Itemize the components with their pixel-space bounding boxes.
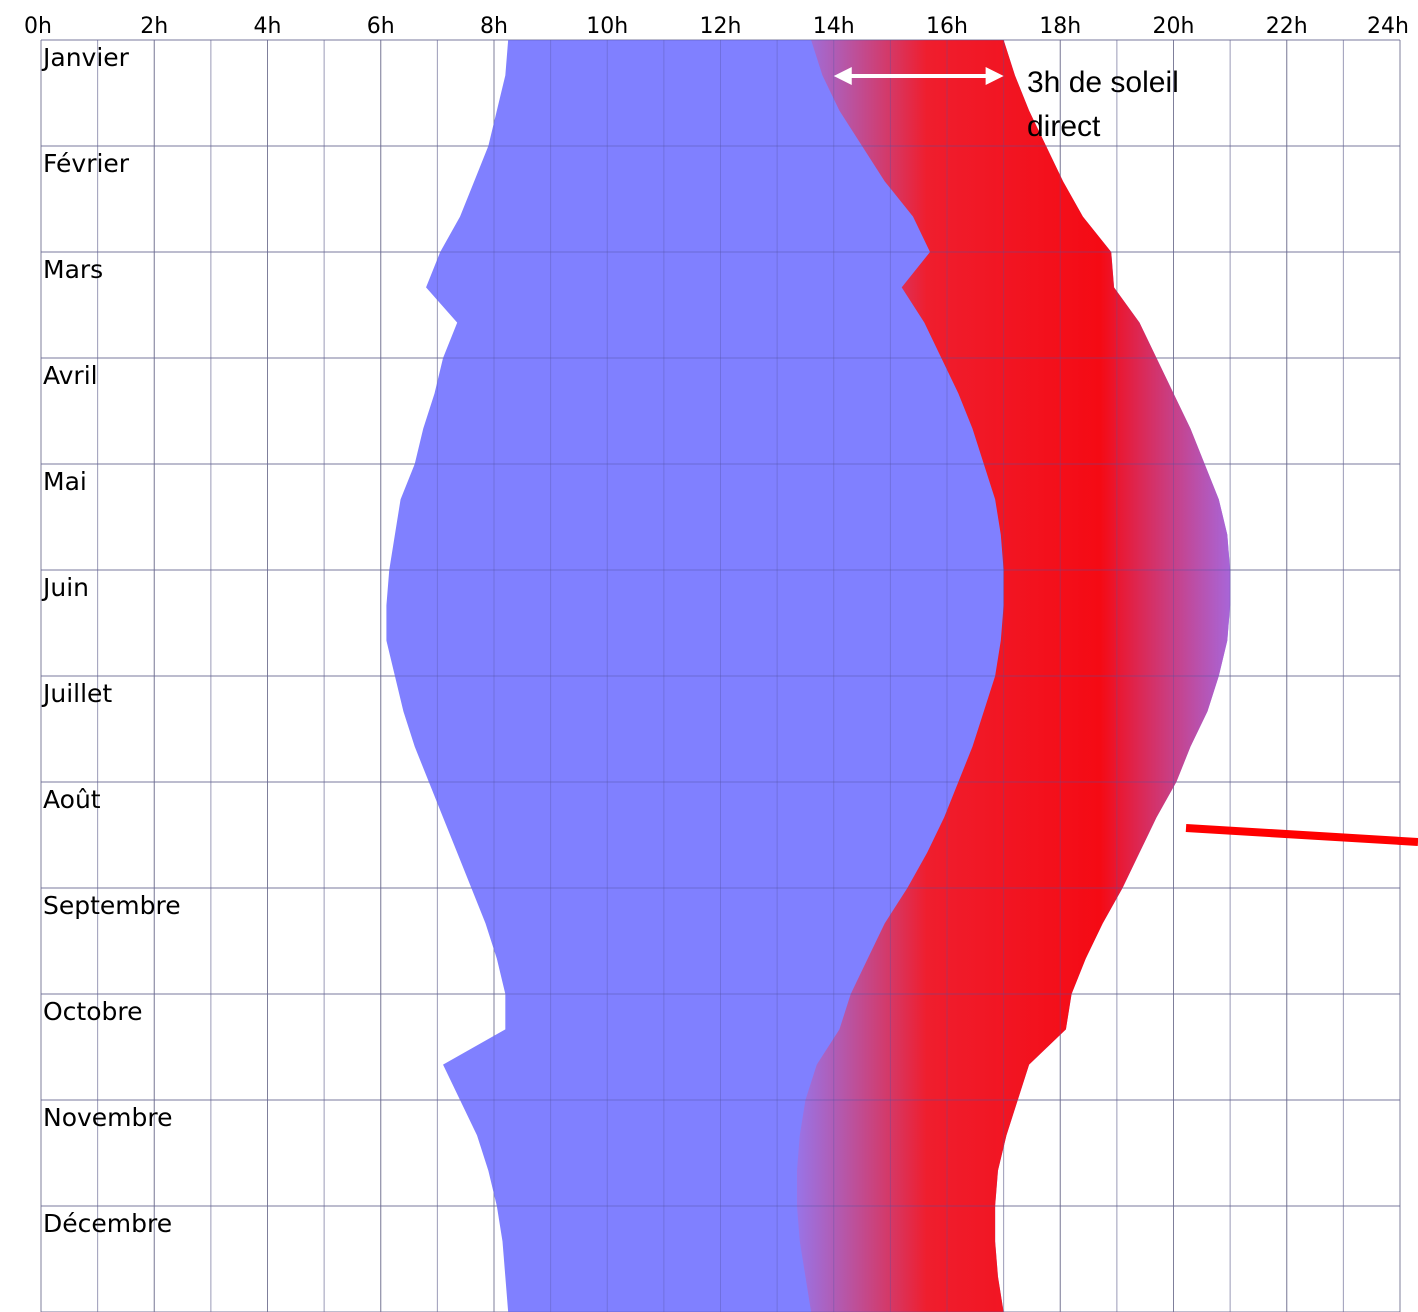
month-label: Avril [43, 361, 98, 390]
annotation-line-2: direct [1027, 110, 1101, 143]
month-label: Mai [43, 467, 87, 496]
x-tick-label: 22h [1266, 14, 1308, 39]
annotation: 3h de soleil direct [833, 66, 1418, 846]
x-tick-label: 8h [480, 14, 508, 39]
month-label: Septembre [43, 891, 181, 920]
x-tick-label: 16h [926, 14, 968, 39]
month-label: Juin [41, 573, 89, 602]
x-tick-label: 10h [586, 14, 628, 39]
x-tick-labels: 0h 2h 4h 6h 8h 10h 12h 14h 16h 18h 20h 22h 24h [24, 14, 1409, 39]
annotation-line-1: 3h de soleil [1027, 66, 1179, 99]
x-tick-label: 24h [1367, 14, 1409, 39]
x-tick-label: 2h [140, 14, 168, 39]
month-label: Décembre [43, 1209, 172, 1238]
x-tick-label: 20h [1153, 14, 1195, 39]
x-tick-label: 0h [24, 14, 52, 39]
month-label: Octobre [43, 997, 143, 1026]
x-tick-label: 14h [813, 14, 855, 39]
x-tick-label: 12h [700, 14, 742, 39]
x-tick-label: 6h [367, 14, 395, 39]
direct-sun-area [796, 40, 1231, 1312]
x-tick-label: 18h [1039, 14, 1081, 39]
pointer-line [1185, 824, 1418, 846]
month-label: Août [43, 785, 101, 814]
month-labels: Janvier Février Mars Avril Mai Juin Juillet Aoû… [41, 43, 181, 1238]
month-label: Février [43, 149, 130, 178]
month-label: Janvier [41, 43, 130, 72]
arrow-right-head [985, 67, 1004, 85]
month-label: Juillet [41, 679, 112, 708]
arrow-left-head [833, 67, 852, 85]
month-label: Mars [43, 255, 103, 284]
x-tick-label: 4h [254, 14, 282, 39]
sun-areas [40, 39, 1401, 1312]
month-label: Novembre [43, 1103, 173, 1132]
